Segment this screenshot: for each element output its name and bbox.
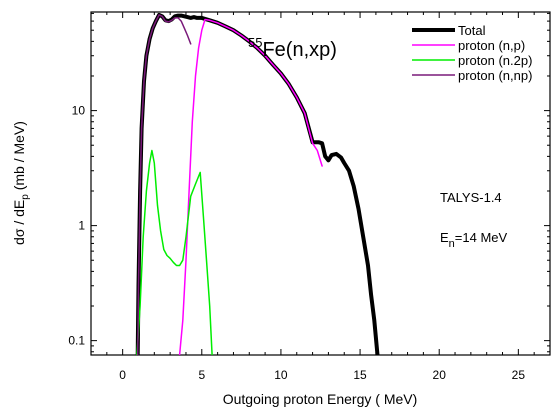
legend-label-4: proton (n,np) (458, 68, 532, 83)
y-axis-title-main: dσ / dE (11, 200, 27, 245)
y-tick-label: 0.1 (68, 334, 85, 348)
y-tick-label: 1 (78, 219, 85, 233)
series-line-1 (135, 12, 380, 355)
x-tick-label: 0 (119, 368, 126, 382)
tick-labels: 0 5 10 15 20 25 0.1 1 10 (68, 104, 525, 382)
reaction-main: Fe(n,xp) (262, 39, 336, 61)
x-tick-label: 25 (512, 368, 526, 382)
x-tick-label: 15 (353, 368, 367, 382)
energy-symbol: E (440, 230, 449, 245)
y-axis-title-sub: p (20, 194, 31, 200)
legend-label-2: proton (n,p) (458, 38, 525, 53)
y-axis-title-unit: (mb / MeV) (11, 121, 27, 194)
y-tick-label: 10 (72, 104, 86, 118)
x-tick-label: 5 (198, 368, 205, 382)
plot-frame (90, 11, 551, 356)
legend-label-3: proton (n.2p) (458, 53, 532, 68)
energy-annotation: En=14 MeV (440, 230, 508, 250)
legend-label-1: Total (458, 23, 486, 38)
reaction-superscript: 55 (248, 35, 262, 50)
series-line-3 (136, 149, 213, 355)
reaction-annotation: 55Fe(n,xp) (248, 35, 337, 61)
series-line-2 (178, 18, 323, 355)
code-annotation: TALYS-1.4 (440, 190, 502, 205)
series-line-4 (136, 14, 192, 355)
x-axis-title: Outgoing proton Energy ( MeV) (223, 391, 418, 407)
x-tick-label: 20 (433, 368, 447, 382)
series-layer (135, 12, 380, 355)
energy-subscript: n (449, 238, 455, 250)
x-tick-label: 10 (274, 368, 288, 382)
energy-value: =14 MeV (455, 230, 508, 245)
y-axis-title: dσ / dEp (mb / MeV) (11, 121, 31, 245)
